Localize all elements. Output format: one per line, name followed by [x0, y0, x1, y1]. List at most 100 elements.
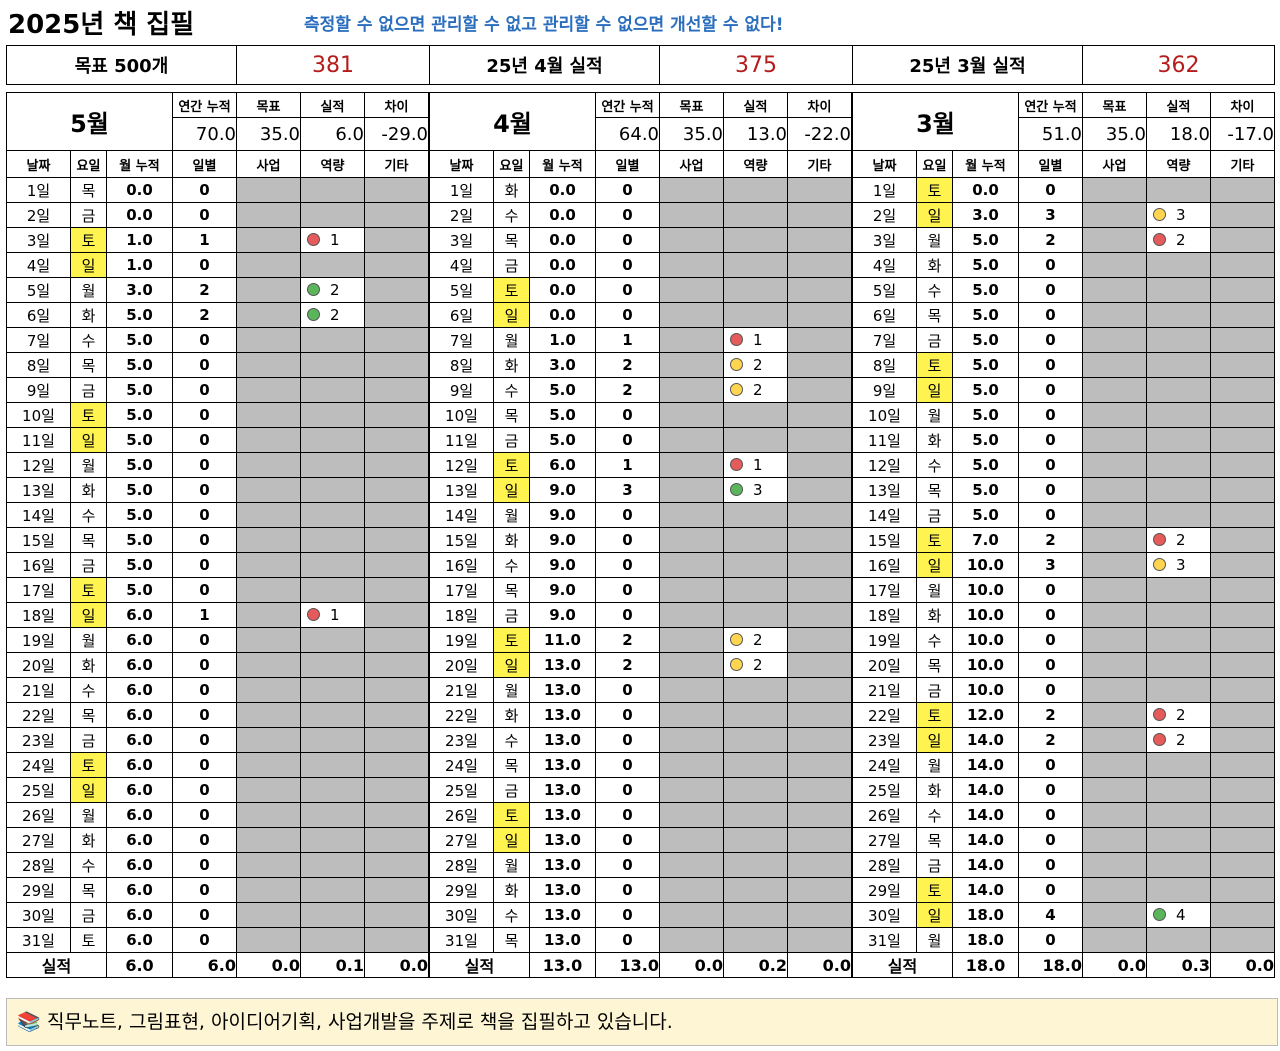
weekday-cell: 토: [493, 277, 530, 303]
weekday-cell: 수: [493, 902, 530, 928]
capacity-cell: [300, 852, 365, 878]
date-cell: 18일: [6, 602, 71, 628]
weekday-cell: 일: [493, 302, 530, 328]
date-cell: 30일: [429, 902, 494, 928]
total-label: 실적: [429, 952, 530, 978]
weekday-cell: 일: [70, 427, 107, 453]
month-cum-cell: 13.0: [529, 802, 596, 828]
weekday-cell: 목: [70, 352, 107, 378]
daily-cell: 0: [172, 502, 237, 528]
column-header-month-cum: 월 누적: [106, 150, 173, 178]
weekday-cell: 화: [70, 477, 107, 503]
weekday-cell: 수: [493, 552, 530, 578]
business-cell: [1082, 727, 1147, 753]
capacity-cell: 4: [1146, 902, 1211, 928]
summary-label: 목표 500개: [6, 45, 237, 85]
daily-cell: 0: [172, 752, 237, 778]
target-value: 35.0: [236, 117, 301, 151]
weekday-cell: 일: [493, 477, 530, 503]
other-cell: [1210, 702, 1275, 728]
table-row: 1일 토 0.0 0: [852, 177, 1275, 203]
business-cell: [659, 177, 724, 203]
date-cell: 16일: [429, 552, 494, 578]
capacity-cell: [723, 577, 788, 603]
table-row: 2일 수 0.0 0: [429, 202, 852, 228]
business-cell: [1082, 927, 1147, 953]
other-cell: [364, 902, 429, 928]
table-row: 17일 목 9.0 0: [429, 577, 852, 603]
month-cum-cell: 12.0: [952, 702, 1019, 728]
weekday-cell: 월: [916, 577, 953, 603]
month-cum-cell: 5.0: [952, 352, 1019, 378]
daily-cell: 0: [172, 627, 237, 653]
daily-cell: 0: [172, 402, 237, 428]
daily-cell: 0: [172, 177, 237, 203]
daily-cell: 0: [1018, 377, 1083, 403]
date-cell: 13일: [429, 477, 494, 503]
diff-label: 차이: [1210, 92, 1275, 118]
other-cell: [1210, 827, 1275, 853]
other-cell: [1210, 902, 1275, 928]
daily-cell: 0: [595, 177, 660, 203]
date-cell: 17일: [429, 577, 494, 603]
other-cell: [1210, 352, 1275, 378]
business-cell: [659, 452, 724, 478]
other-cell: [1210, 277, 1275, 303]
table-row: 11일 화 5.0 0: [852, 427, 1275, 453]
table-row: 30일 금 6.0 0: [6, 902, 429, 928]
table-row: 6일 목 5.0 0: [852, 302, 1275, 328]
weekday-cell: 일: [70, 252, 107, 278]
red-circle-icon: [730, 458, 743, 471]
daily-cell: 0: [172, 527, 237, 553]
capacity-cell: [1146, 752, 1211, 778]
date-cell: 11일: [6, 427, 71, 453]
month-cum-cell: 14.0: [952, 752, 1019, 778]
business-cell: [1082, 702, 1147, 728]
month-cum-cell: 9.0: [529, 577, 596, 603]
date-cell: 30일: [6, 902, 71, 928]
daily-cell: 0: [595, 902, 660, 928]
weekday-cell: 수: [70, 327, 107, 353]
date-cell: 14일: [429, 502, 494, 528]
month-cum-cell: 5.0: [106, 377, 173, 403]
month-cum-cell: 5.0: [952, 327, 1019, 353]
total-value: 0.1: [300, 952, 365, 978]
capacity-cell: [300, 552, 365, 578]
business-cell: [236, 702, 301, 728]
table-row: 30일 일 18.0 4 4: [852, 902, 1275, 928]
weekday-cell: 월: [916, 402, 953, 428]
daily-cell: 0: [595, 302, 660, 328]
table-row: 12일 월 5.0 0: [6, 452, 429, 478]
daily-cell: 0: [595, 552, 660, 578]
capacity-count: 2: [1176, 231, 1186, 249]
weekday-cell: 토: [70, 752, 107, 778]
other-cell: [787, 377, 852, 403]
table-row: 23일 수 13.0 0: [429, 727, 852, 753]
table-row: 14일 수 5.0 0: [6, 502, 429, 528]
daily-cell: 0: [1018, 252, 1083, 278]
other-cell: [1210, 452, 1275, 478]
weekday-cell: 일: [493, 652, 530, 678]
capacity-cell: [1146, 652, 1211, 678]
other-cell: [787, 927, 852, 953]
business-cell: [236, 327, 301, 353]
business-cell: [236, 277, 301, 303]
daily-cell: 0: [172, 652, 237, 678]
capacity-cell: [1146, 477, 1211, 503]
annual-label: 연간 누적: [1018, 92, 1083, 118]
month-cum-cell: 6.0: [106, 902, 173, 928]
capacity-cell: [1146, 577, 1211, 603]
weekday-cell: 토: [70, 577, 107, 603]
capacity-cell: [300, 452, 365, 478]
date-cell: 7일: [6, 327, 71, 353]
business-cell: [659, 602, 724, 628]
weekday-cell: 월: [916, 227, 953, 253]
month-cum-cell: 0.0: [529, 227, 596, 253]
date-cell: 31일: [429, 927, 494, 953]
daily-cell: 0: [595, 877, 660, 903]
business-cell: [236, 827, 301, 853]
date-cell: 10일: [852, 402, 917, 428]
table-row: 26일 토 13.0 0: [429, 802, 852, 828]
capacity-cell: 2: [723, 352, 788, 378]
month-cum-cell: 5.0: [106, 327, 173, 353]
